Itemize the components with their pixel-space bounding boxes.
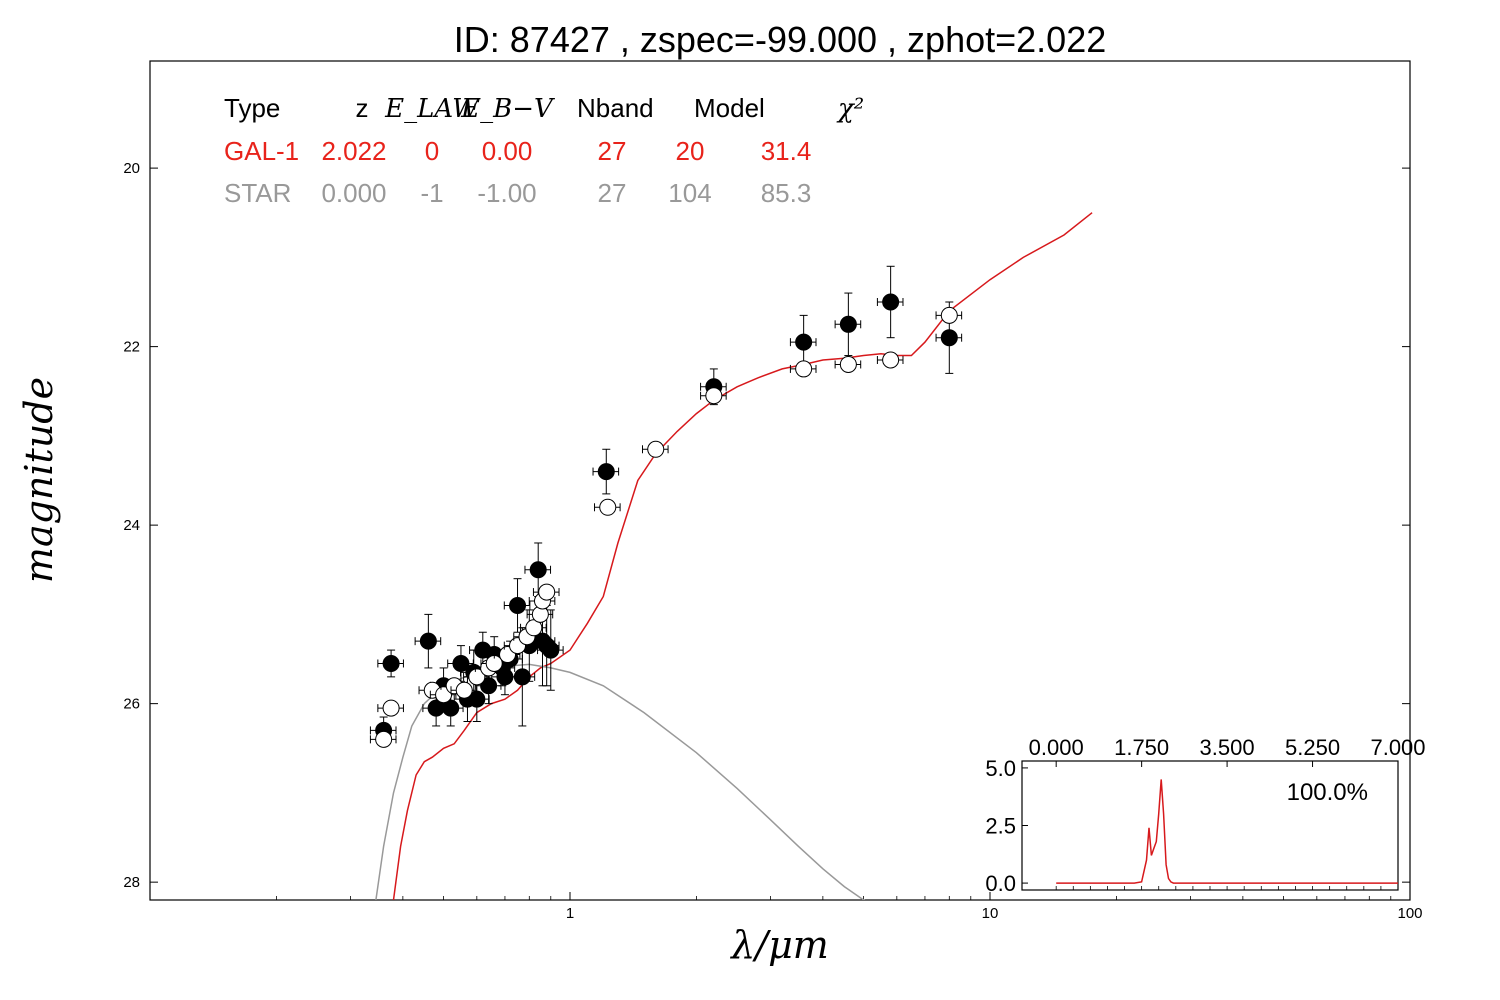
- marker: [647, 440, 665, 458]
- table-header: E_B−V: [460, 94, 555, 124]
- x-tick-label: 100: [1397, 905, 1422, 922]
- y-tick-label: 24: [123, 517, 140, 534]
- inset-x-tick-label: 3.500: [1200, 735, 1255, 760]
- marker: [480, 677, 498, 695]
- inset-x-tick-label: 0.000: [1029, 735, 1084, 760]
- model-point: [834, 355, 862, 373]
- marker: [705, 387, 723, 405]
- table-cell: STAR: [224, 178, 291, 208]
- inset-x-tick-label: 5.250: [1285, 735, 1340, 760]
- model-point: [450, 681, 478, 699]
- inset-frame: [1021, 760, 1399, 891]
- table-cell: 2.022: [321, 136, 386, 166]
- photoz-pdf-inset: 0.000 1.750 3.500 5.250 7.000 0.0 2.5 5.0 100.0%: [985, 735, 1425, 896]
- model-point: [789, 360, 817, 378]
- model-point: [641, 440, 669, 458]
- table-cell: -1.00: [477, 178, 536, 208]
- table-cell: 27: [598, 136, 627, 166]
- table-cell: -1: [420, 178, 443, 208]
- marker: [442, 699, 460, 717]
- marker: [382, 654, 400, 672]
- marker: [455, 681, 473, 699]
- marker: [468, 668, 486, 686]
- table-header: Nband: [577, 93, 654, 123]
- y-tick-label: 20: [123, 160, 140, 177]
- model-point: [935, 306, 963, 324]
- table-cell: 104: [668, 178, 711, 208]
- points-layer: [369, 265, 963, 748]
- marker: [599, 498, 617, 516]
- inset-y-tick-label: 2.5: [985, 814, 1016, 839]
- model-point: [876, 351, 904, 369]
- marker: [419, 632, 437, 650]
- model-point: [463, 668, 490, 686]
- marker: [597, 463, 615, 481]
- table-header: χ²: [836, 94, 864, 124]
- marker: [882, 351, 900, 369]
- marker: [940, 306, 958, 324]
- model-point: [594, 498, 621, 516]
- observed-point: [834, 292, 862, 357]
- series-gal-1: [392, 212, 1093, 900]
- axes-ticks: 20 22 24 26 28 1 10 100: [123, 160, 1422, 922]
- y-tick-label: 22: [123, 339, 140, 356]
- table-header: E_LAW: [384, 94, 481, 124]
- table-cell: 20: [676, 136, 705, 166]
- observed-point: [503, 578, 531, 633]
- series-layer: [375, 212, 1093, 900]
- marker: [795, 360, 813, 378]
- table-header: z: [356, 93, 369, 123]
- observed-point: [537, 609, 564, 691]
- inset-pdf-line: [1056, 779, 1398, 884]
- table-cell: GAL-1: [224, 136, 299, 166]
- model-point: [532, 583, 560, 601]
- table-cell: 0: [425, 136, 439, 166]
- inset-x-tick-label: 1.750: [1114, 735, 1169, 760]
- marker: [542, 641, 560, 659]
- observed-point: [377, 649, 404, 678]
- observed-point: [592, 448, 620, 495]
- y-tick-label: 26: [123, 696, 140, 713]
- model-point: [520, 619, 547, 637]
- model-point: [369, 730, 397, 748]
- marker: [529, 561, 547, 579]
- table-cell: 85.3: [761, 178, 812, 208]
- marker: [940, 329, 958, 347]
- chart-title: ID: 87427 , zspec=-99.000 , zphot=2.022: [454, 19, 1106, 60]
- inset-y-tick-label: 5.0: [985, 756, 1016, 781]
- marker: [839, 355, 857, 373]
- table-header: Model: [694, 93, 765, 123]
- plot-frame: [149, 60, 1411, 901]
- x-tick-label: 10: [982, 905, 999, 922]
- table-header: Type: [224, 93, 280, 123]
- marker: [795, 333, 813, 351]
- inset-y-tick-label: 0.0: [985, 871, 1016, 896]
- inset-probability-label: 100.0%: [1287, 779, 1368, 806]
- marker: [839, 315, 857, 333]
- marker: [882, 293, 900, 311]
- marker: [513, 668, 531, 686]
- marker: [538, 583, 556, 601]
- observed-point: [524, 542, 552, 598]
- observed-point: [876, 265, 904, 339]
- y-tick-label: 28: [123, 874, 140, 891]
- table-cell: 27: [598, 178, 627, 208]
- inset-x-tick-label: 7.000: [1370, 735, 1425, 760]
- table-cell: 0.00: [482, 136, 533, 166]
- x-tick-label: 1: [566, 905, 574, 922]
- model-point: [700, 387, 727, 405]
- marker: [382, 699, 400, 717]
- y-axis-label: magnitude: [17, 377, 61, 583]
- marker: [375, 730, 393, 748]
- model-point: [377, 699, 404, 717]
- marker: [509, 596, 527, 614]
- observed-point: [414, 613, 442, 669]
- table-cell: 31.4: [761, 136, 812, 166]
- x-axis-label: λ/μm: [729, 923, 829, 967]
- table-cell: 0.000: [321, 178, 386, 208]
